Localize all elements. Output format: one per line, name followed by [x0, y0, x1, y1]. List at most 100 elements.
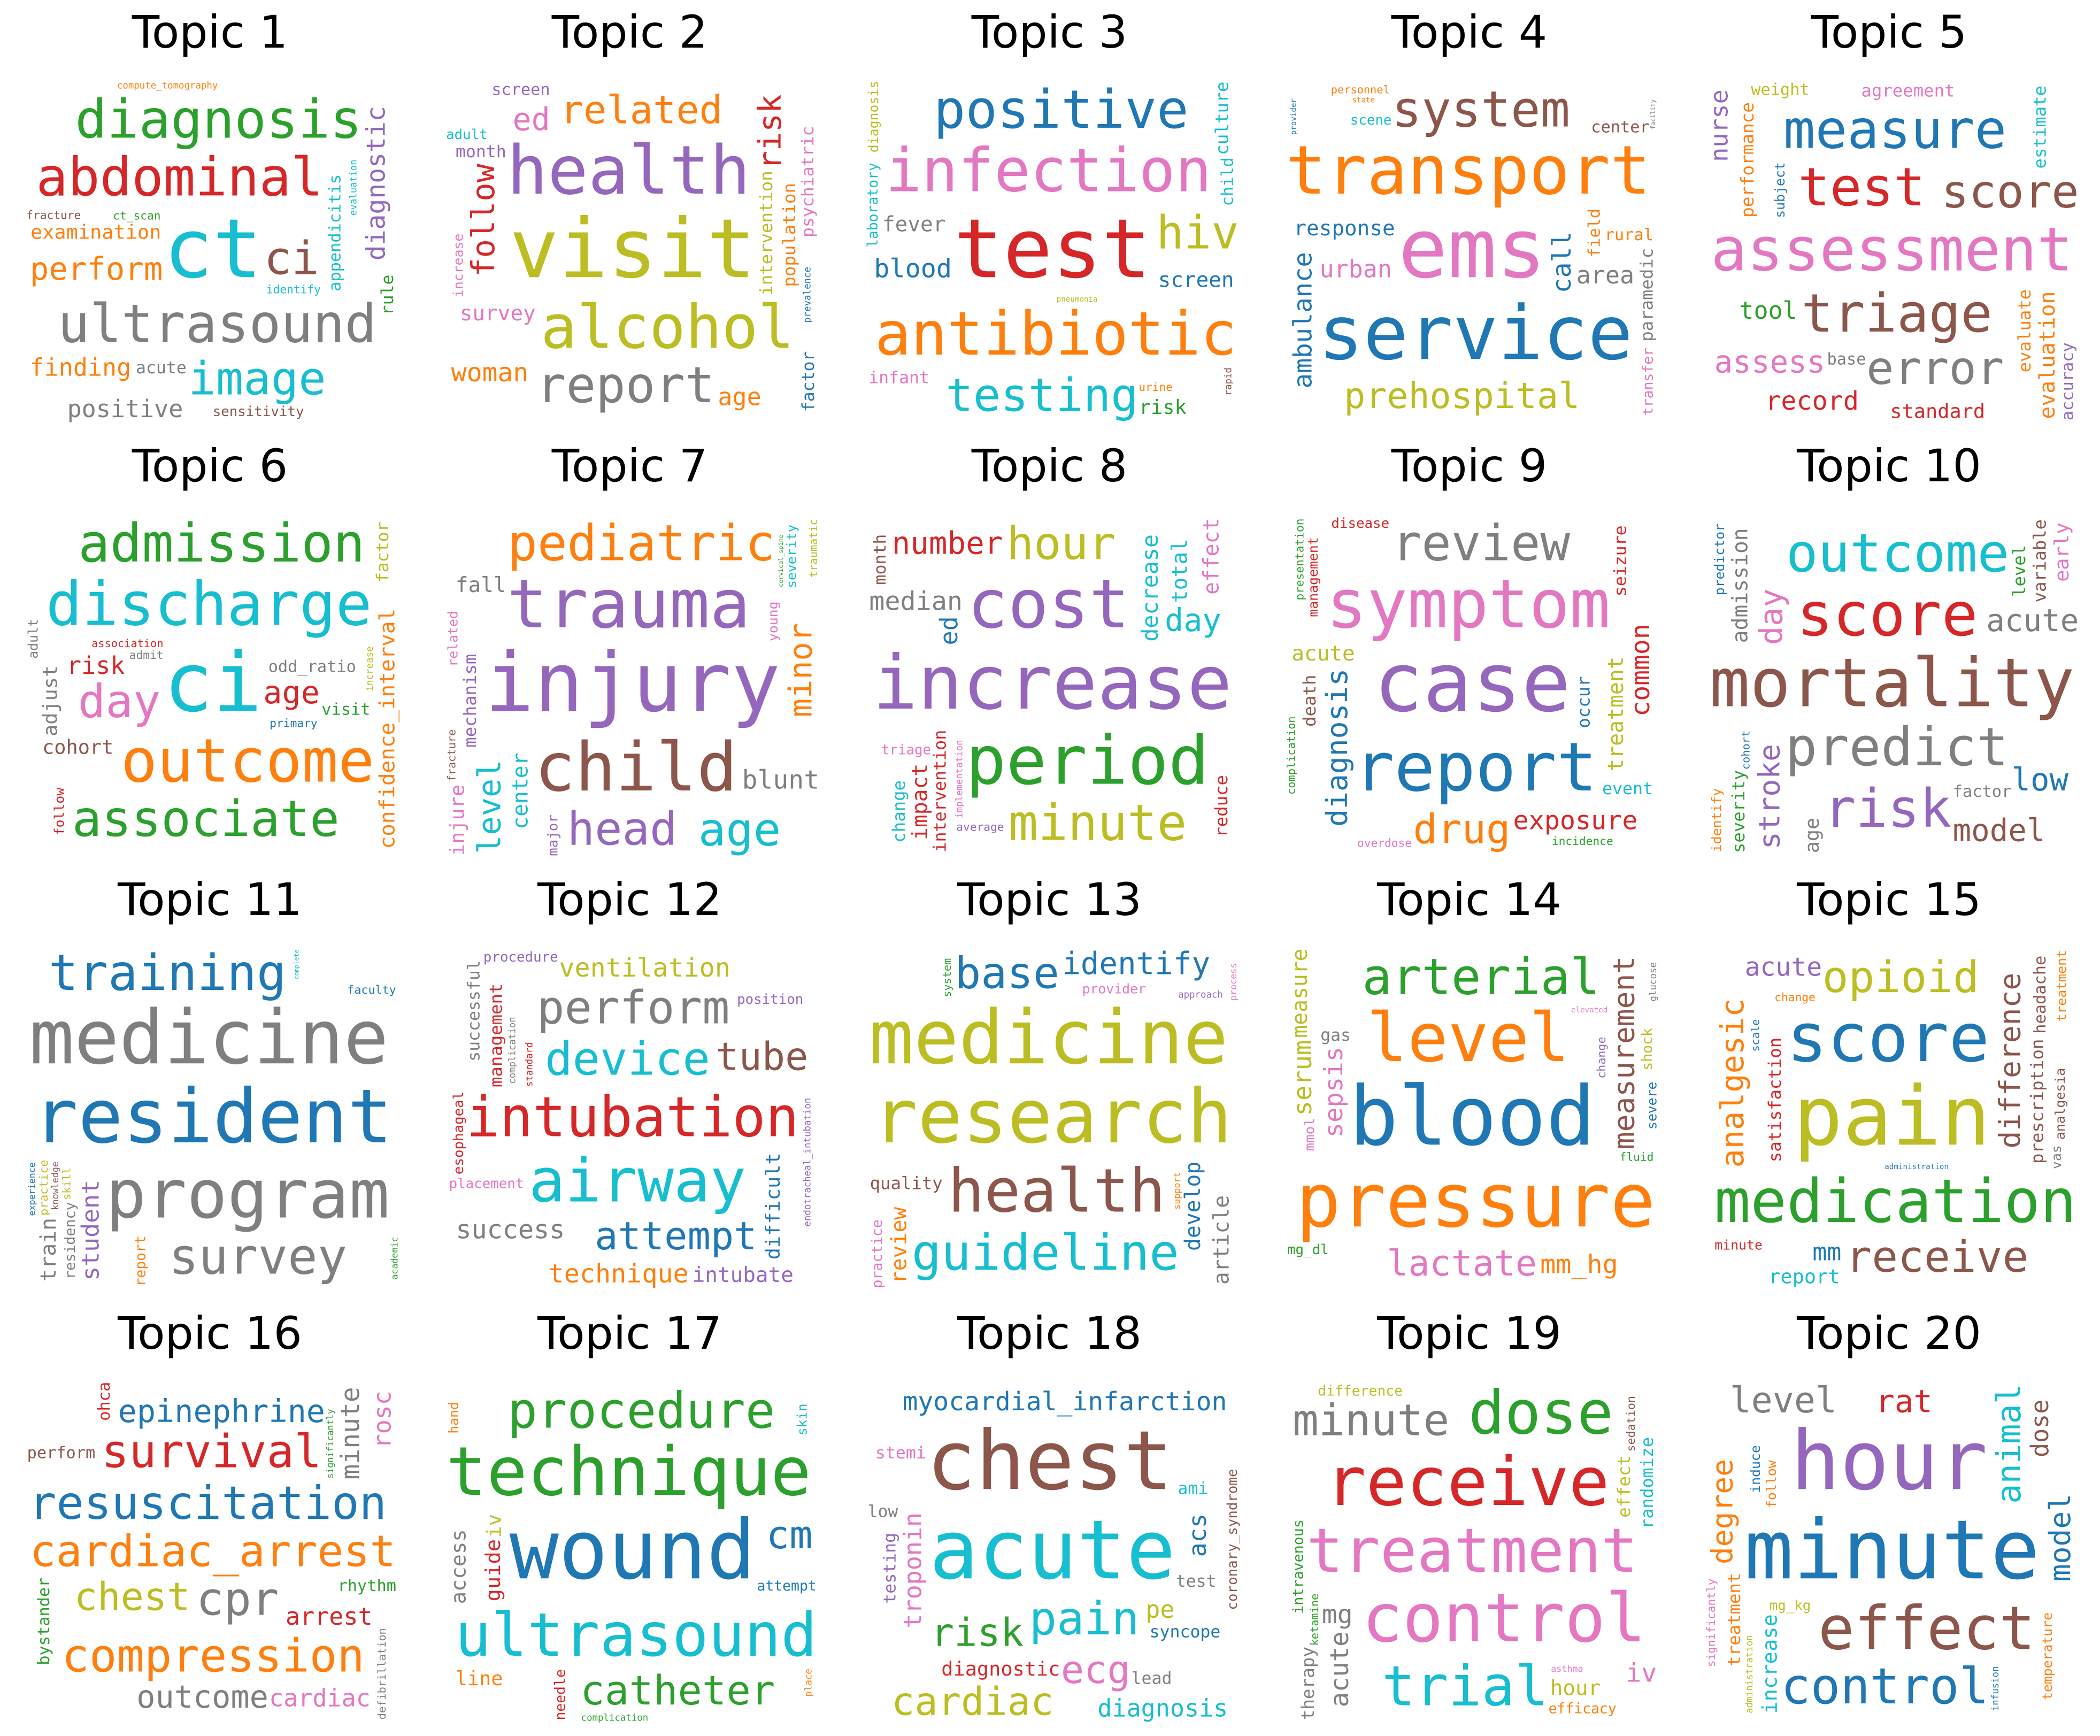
word-perform: perform	[537, 982, 729, 1035]
word-significantly: significantly	[325, 1409, 335, 1479]
word-facility: facility	[1649, 99, 1657, 129]
word-increase: increase	[365, 647, 375, 692]
word-predict: predict	[1786, 717, 2009, 778]
topic-title: Topic 6	[132, 440, 288, 492]
word-shock: shock	[1639, 1028, 1656, 1071]
topic-title: Topic 2	[551, 6, 708, 58]
word-evaluate: evaluate	[2014, 289, 2035, 373]
word-procedure: procedure	[483, 949, 558, 965]
word-acs: acs	[1183, 1514, 1212, 1557]
word-ed: ed	[512, 101, 550, 137]
word-catheter: catheter	[580, 1667, 775, 1714]
word-report: report	[536, 356, 714, 414]
word-finding: finding	[30, 354, 132, 382]
word-minute: minute	[1293, 1396, 1449, 1446]
topic-title: Topic 20	[1797, 1307, 1981, 1359]
word-hour: hour	[1791, 1414, 1988, 1509]
word-rosc: rosc	[368, 1391, 397, 1448]
word-medicine: medicine	[869, 994, 1228, 1081]
word-approach: approach	[1178, 989, 1223, 1000]
word-identify: identify	[266, 283, 321, 296]
word-follow: follow	[52, 788, 67, 836]
word-measurement: measurement	[1606, 956, 1641, 1150]
word-measure: measure	[1288, 948, 1312, 1038]
word-coronary-syndrome: coronary_syndrome	[1225, 1469, 1241, 1610]
word-experience: experience	[26, 1162, 37, 1216]
word-age: age	[698, 804, 781, 857]
word-skin: skin	[795, 1403, 810, 1435]
word-overdose: overdose	[1357, 836, 1412, 849]
word-risk: risk	[752, 95, 788, 170]
word-system: system	[1392, 81, 1570, 139]
topic-panel-17: Topic 17 wound technique ultrasound procedur…	[420, 1301, 840, 1735]
word-score: score	[1797, 580, 1978, 650]
word-cpr: cpr	[196, 1573, 279, 1626]
word-visit: visit	[321, 701, 370, 719]
word-management: management	[1305, 537, 1321, 617]
word-technique: technique	[549, 1259, 689, 1289]
word-predictor: predictor	[1712, 524, 1727, 595]
word-age: age	[263, 674, 320, 711]
word-bystander: bystander	[35, 1578, 53, 1665]
topic-panel-13: Topic 13 research medicine health guideline b…	[840, 867, 1259, 1301]
word-appendicitis: appendicitis	[326, 174, 345, 291]
word-academic: academic	[389, 1237, 400, 1280]
word-diagnosis: diagnosis	[75, 89, 361, 151]
word-ketamine: ketamine	[1308, 1594, 1321, 1646]
word-acute: acute	[929, 1503, 1176, 1598]
word-evaluation: evaluation	[349, 159, 359, 216]
topic-panel-15: Topic 15 pain score medication opioid receive…	[1679, 867, 2099, 1301]
topic-panel-14: Topic 14 blood pressure level arterial lactat…	[1259, 867, 1679, 1301]
word-outcome: outcome	[121, 726, 374, 796]
word-blood: blood	[1349, 1069, 1596, 1164]
word-difficult: difficult	[761, 1153, 784, 1259]
word-glucose: glucose	[1648, 962, 1659, 1001]
word-intubate: intubate	[693, 1263, 794, 1287]
word-practice: practice	[869, 1219, 886, 1288]
word-vas: vas	[2049, 1145, 2064, 1169]
word-infusion: infusion	[1990, 1666, 2001, 1711]
word-tube: tube	[716, 1034, 808, 1079]
word-diagnosis: diagnosis	[1320, 669, 1354, 827]
word-faculty: faculty	[347, 984, 396, 997]
topic-title: Topic 18	[957, 1307, 1142, 1359]
word-receive: receive	[1326, 1442, 1610, 1521]
word-testing: testing	[881, 1533, 900, 1604]
word-seizure: seizure	[1611, 525, 1630, 596]
word-related: related	[560, 87, 722, 132]
word-state: state	[1352, 96, 1375, 105]
word-level: level	[1730, 1379, 1837, 1421]
word-low: low	[868, 1502, 898, 1521]
word-train: train	[36, 1218, 61, 1281]
word-acute: acute	[136, 358, 187, 378]
word-treatment: treatment	[1306, 1515, 1638, 1586]
word-tool: tool	[1739, 296, 1797, 325]
word-therapy: therapy	[1298, 1647, 1318, 1720]
word-trial: trial	[1382, 1655, 1548, 1719]
word-perform: perform	[27, 1443, 96, 1462]
word-report: report	[1768, 1265, 1840, 1288]
word-student: student	[76, 1180, 104, 1281]
word-admit: admit	[129, 648, 164, 662]
word-report: report	[133, 1235, 149, 1286]
word-diagnostic: diagnostic	[941, 1657, 1060, 1680]
word-iv: iv	[1626, 1658, 1657, 1688]
word-sepsis: sepsis	[1319, 1047, 1349, 1138]
word-assess: assess	[1714, 344, 1826, 380]
word-health: health	[948, 1156, 1165, 1226]
word-cardiac: cardiac	[891, 1679, 1053, 1724]
word-troponin: troponin	[898, 1512, 927, 1629]
word-record: record	[1765, 386, 1859, 416]
word-place: place	[803, 1669, 814, 1696]
word-test: test	[1798, 157, 1925, 218]
word-identify: identify	[1709, 788, 1725, 852]
word-minute: minute	[1714, 1237, 1763, 1253]
word-defibrillation: defibrillation	[375, 1628, 388, 1719]
